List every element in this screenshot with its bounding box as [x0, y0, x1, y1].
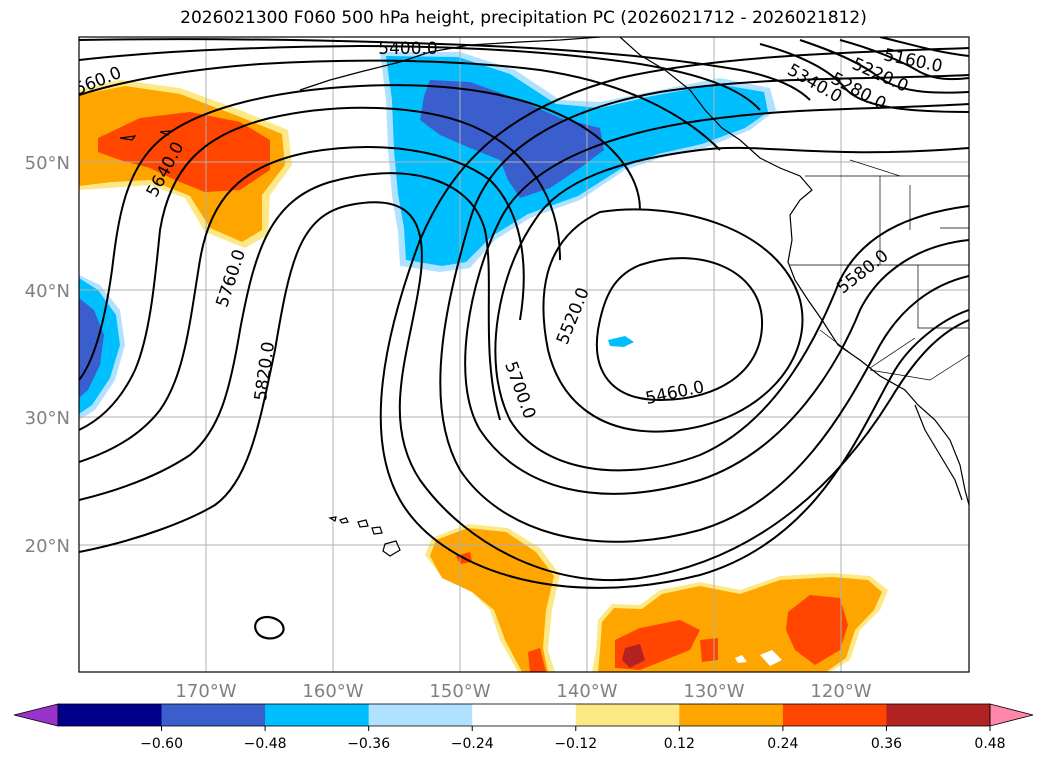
colorbar-segment — [679, 704, 784, 726]
precip-area-positive-central-core — [430, 528, 554, 672]
contour-5220 — [839, 39, 969, 81]
contour-5640 — [464, 103, 969, 495]
precip-area-strong-negative-w — [79, 298, 104, 398]
contour-label-5400: 5400.0 — [378, 39, 437, 59]
contour-5280 — [799, 39, 969, 94]
lon-label-120w: 120°W — [810, 681, 871, 702]
lon-label-170w: 170°W — [175, 681, 236, 702]
height-contours — [79, 37, 969, 589]
map-title: 2026021300 F060 500 hPa height, precipit… — [180, 8, 867, 28]
colorbar-extend-high — [989, 703, 1034, 727]
contour-5400 — [79, 38, 811, 101]
lat-label-20n: 20°N — [25, 536, 70, 557]
contour-5760-w — [79, 172, 501, 501]
longitude-labels: 170°W 160°W 150°W 140°W 130°W 120°W — [175, 681, 871, 702]
precip-area-strong-positive-central — [528, 648, 546, 672]
colorbar-extend-low — [13, 703, 59, 727]
colorbar-segment — [782, 704, 887, 726]
contour-5700 — [439, 74, 969, 543]
lon-label-140w: 140°W — [556, 681, 617, 702]
precip-area-strong-positive-nw — [98, 112, 270, 192]
colorbar-segment — [575, 704, 680, 726]
colorbar-tick-label: −0.12 — [554, 736, 597, 752]
map-frame — [78, 36, 970, 673]
contour-5340 — [759, 43, 969, 113]
precip-area-very-strong-positive — [622, 644, 645, 668]
precip-area-small-negative — [608, 336, 634, 347]
colorbar-tick-label: −0.48 — [244, 736, 287, 752]
contour-5760 — [379, 47, 969, 589]
colorbar-segment — [886, 704, 991, 726]
contour-5460-n — [79, 44, 761, 111]
contour-5520-w — [79, 59, 721, 151]
lon-label-160w: 160°W — [302, 681, 363, 702]
precip-area-strong-negative-n — [420, 80, 604, 198]
colorbar-segment — [368, 704, 473, 726]
lon-label-130w: 130°W — [683, 681, 744, 702]
lat-label-30n: 30°N — [25, 408, 70, 429]
colorbar-segment — [58, 704, 163, 726]
lat-label-40n: 40°N — [25, 281, 70, 302]
colorbar-tick-label: −0.36 — [347, 736, 390, 752]
latitude-labels: 50°N 40°N 30°N 20°N — [25, 153, 70, 557]
contour-5160 — [879, 37, 969, 57]
contour-5580-w — [79, 84, 641, 381]
map-plot-area: 5400.0 5160.0 5220.0 5280.0 5340.0 5640.… — [79, 37, 969, 672]
contour-5460 — [596, 257, 764, 402]
contour-5580 — [494, 146, 969, 472]
colorbar-frame — [57, 703, 991, 727]
colorbar: −0.60 −0.48 −0.36 −0.24 −0.12 0.12 0.24 0.36 0.4… — [13, 703, 1034, 752]
colorbar-segment — [265, 704, 370, 726]
lon-label-150w: 150°W — [429, 681, 490, 702]
alaska-coast — [299, 37, 601, 91]
contour-5520 — [542, 208, 804, 433]
colorbar-tick-label: 0.12 — [664, 736, 695, 752]
contour-5820 — [79, 201, 969, 582]
colorbar-tick-label: −0.24 — [451, 736, 494, 752]
colorbar-tick-label: 0.48 — [974, 736, 1005, 752]
colorbar-tick-label: 0.24 — [767, 736, 798, 752]
colorbar-tick-label: 0.36 — [871, 736, 902, 752]
lat-label-50n: 50°N — [25, 153, 70, 174]
contour-5700-w — [79, 146, 525, 463]
colorbar-segment — [472, 704, 577, 726]
colorbar-segment — [161, 704, 266, 726]
contour-small-closed — [254, 616, 285, 640]
contour-5640-w — [79, 106, 561, 431]
colorbar-tick-label: −0.60 — [140, 736, 183, 752]
